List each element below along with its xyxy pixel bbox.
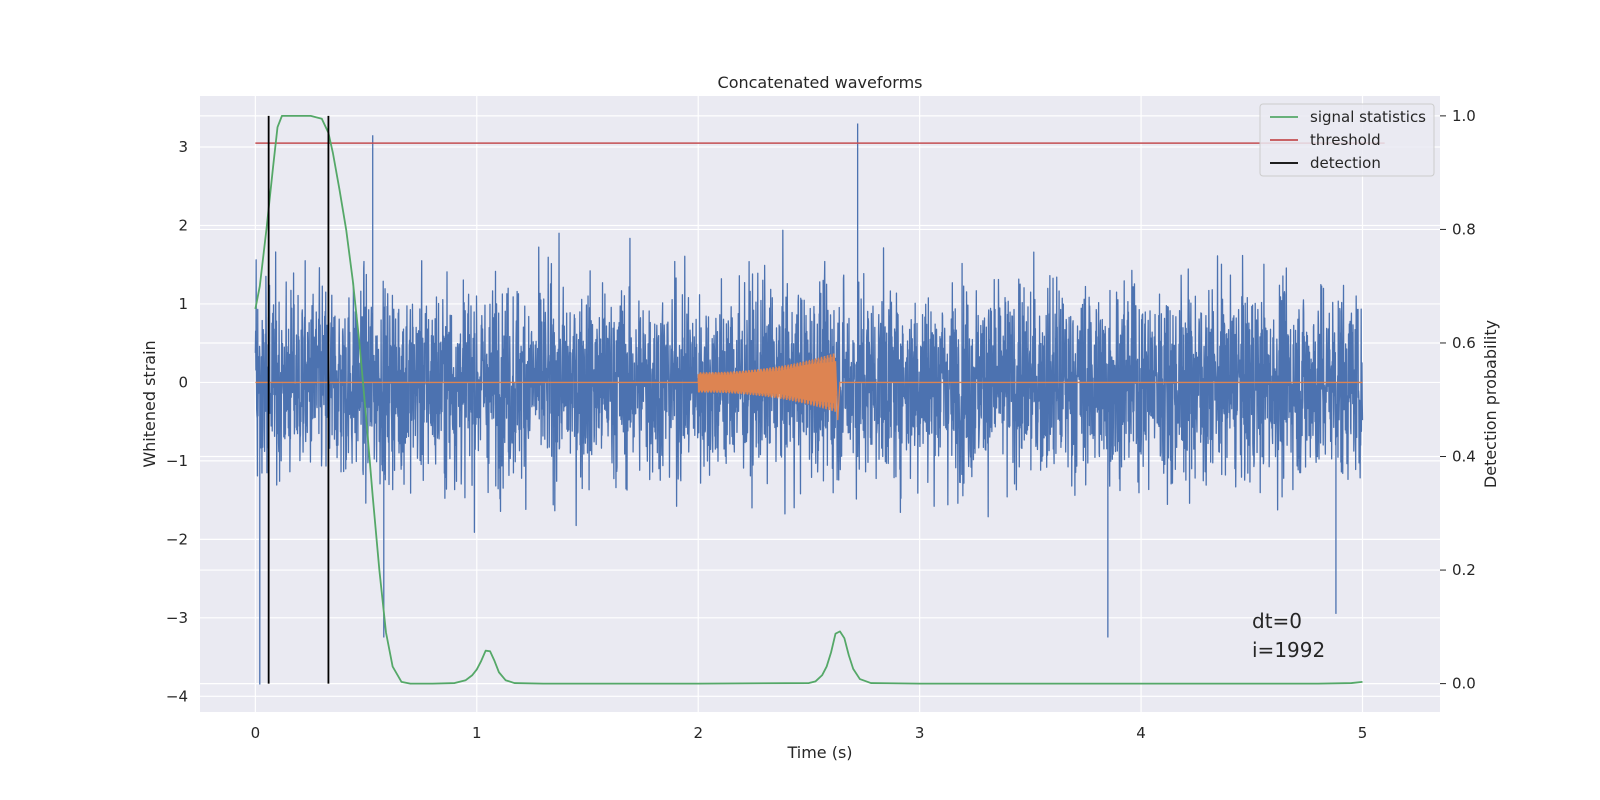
- y-tick-label: 1: [178, 295, 188, 313]
- annotation-dt: dt=0: [1252, 609, 1302, 633]
- legend-label-detection: detection: [1310, 154, 1381, 172]
- annotation-i: i=1992: [1252, 638, 1325, 662]
- y-tick-label: −1: [166, 452, 188, 470]
- y-tick-label: 3: [178, 138, 188, 156]
- legend-box: [1259, 103, 1435, 177]
- y-tick-label: −4: [166, 687, 188, 705]
- series-signal-statistics: [254, 114, 1363, 685]
- y2-tick-label: 0.8: [1452, 220, 1476, 238]
- y-axis-label: Whitened strain: [140, 340, 159, 467]
- series-template-waveform: [255, 353, 1363, 421]
- legend-label-threshold: threshold: [1310, 131, 1381, 149]
- x-tick-label: 4: [1136, 724, 1146, 742]
- chart-title: Concatenated waveforms: [718, 73, 923, 92]
- y2-tick-label: 0.0: [1452, 675, 1476, 693]
- y2-axis-label: Detection probability: [1481, 320, 1500, 488]
- y-tick-label: −3: [166, 609, 188, 627]
- ticks: 0 1 2 3 4 5 3 2 1 0 −1 −2 −3 −4 1.0 0.8 0.6 0.4 0.2 0.0: [166, 107, 1476, 742]
- x-tick-label: 2: [693, 724, 703, 742]
- x-tick-label: 3: [915, 724, 925, 742]
- legend-label-signal-statistics: signal statistics: [1310, 108, 1426, 126]
- y-tick-label: 0: [178, 373, 188, 391]
- x-tick-label: 5: [1358, 724, 1368, 742]
- x-axis-label: Time (s): [786, 743, 852, 762]
- series-whitened-strain: [254, 123, 1364, 685]
- y-tick-label: 2: [178, 216, 188, 234]
- x-tick-label: 0: [251, 724, 261, 742]
- y2-tick-label: 0.4: [1452, 448, 1476, 466]
- y-tick-label: −2: [166, 530, 188, 548]
- series-layer: [254, 114, 1385, 685]
- y2-tick-label: 0.6: [1452, 334, 1476, 352]
- x-tick-label: 1: [472, 724, 482, 742]
- y2-tick-label: 0.2: [1452, 561, 1476, 579]
- y2-tick-label: 1.0: [1452, 107, 1476, 125]
- legend: signal statistics threshold detection: [1259, 103, 1435, 177]
